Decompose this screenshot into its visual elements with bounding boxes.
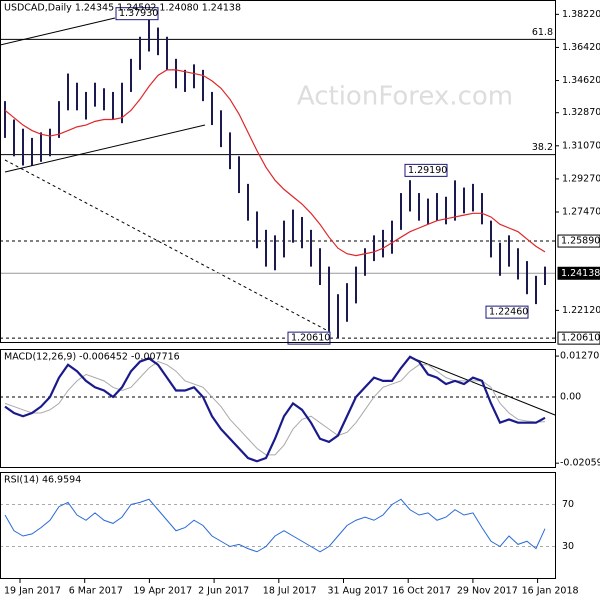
y-tick-label: 1.22120 xyxy=(562,305,600,316)
y-tick-label: 1.27470 xyxy=(562,207,600,218)
y-tick-label: 1.31070 xyxy=(562,140,600,151)
annotation-box xyxy=(287,331,331,345)
x-tick-label: 18 Jul 2017 xyxy=(263,586,317,597)
annotation-label: 1.22460 xyxy=(489,307,528,318)
y-tick-label: -0.020599 xyxy=(560,458,600,469)
y-tick-label: 1.36420 xyxy=(562,42,600,53)
y-tick-label: 0.012707 xyxy=(560,351,600,362)
price-panel xyxy=(0,0,556,343)
level-box xyxy=(557,234,600,248)
annotation-label: 1.29190 xyxy=(408,165,447,176)
x-tick-label: 6 Mar 2017 xyxy=(69,586,123,597)
moving-average xyxy=(4,69,546,257)
x-tick-label: 31 Aug 2017 xyxy=(328,586,389,597)
level-label: 1.24138 xyxy=(561,268,600,279)
watermark: ActionForex.com xyxy=(297,82,513,112)
trend-line xyxy=(0,17,116,46)
annotation-box xyxy=(115,7,159,21)
fib-label: 61.8 xyxy=(532,27,553,38)
y-tick-label: 1.38220 xyxy=(562,9,600,20)
y-tick-label: 1.34620 xyxy=(562,75,600,86)
x-tick-label: 19 Apr 2017 xyxy=(133,586,192,597)
level-label: 1.20610 xyxy=(561,333,600,344)
x-tick-label: 16 Oct 2017 xyxy=(392,586,451,597)
trend-line xyxy=(4,124,206,173)
y-tick-label: 0.00 xyxy=(560,391,581,402)
chart-title: USDCAD,Daily 1.24345 1.24502 1.24080 1.2… xyxy=(4,3,241,14)
x-tick-label: 2 Jun 2017 xyxy=(198,586,249,597)
annotation-label: 1.37930 xyxy=(119,8,158,19)
macd-line xyxy=(4,355,546,463)
trend-line xyxy=(409,356,556,416)
y-tick-label: 70 xyxy=(562,499,574,510)
x-tick-label: 16 Jan 2018 xyxy=(522,586,579,597)
level-box xyxy=(557,331,600,345)
y-tick-label: 30 xyxy=(562,541,574,552)
y-tick-label: 1.29270 xyxy=(562,173,600,184)
macd-panel xyxy=(0,349,556,468)
rsi-title: RSI(14) 46.9594 xyxy=(4,475,81,486)
x-tick-label: 19 Jan 2017 xyxy=(4,586,61,597)
annotation-label: 1.20610 xyxy=(291,333,330,344)
macd-title: MACD(12,26,9) -0.006452 -0.007716 xyxy=(4,352,180,363)
rsi-panel xyxy=(0,472,556,579)
level-box xyxy=(557,266,600,280)
annotation-box xyxy=(404,163,448,177)
level-label: 1.25890 xyxy=(561,236,600,247)
rsi-line xyxy=(4,498,546,553)
x-tick-label: 29 Nov 2017 xyxy=(457,586,518,597)
y-tick-label: 1.32870 xyxy=(562,107,600,118)
annotation-box xyxy=(485,305,529,319)
trend-line xyxy=(4,159,331,333)
fib-label: 38.2 xyxy=(532,142,553,153)
